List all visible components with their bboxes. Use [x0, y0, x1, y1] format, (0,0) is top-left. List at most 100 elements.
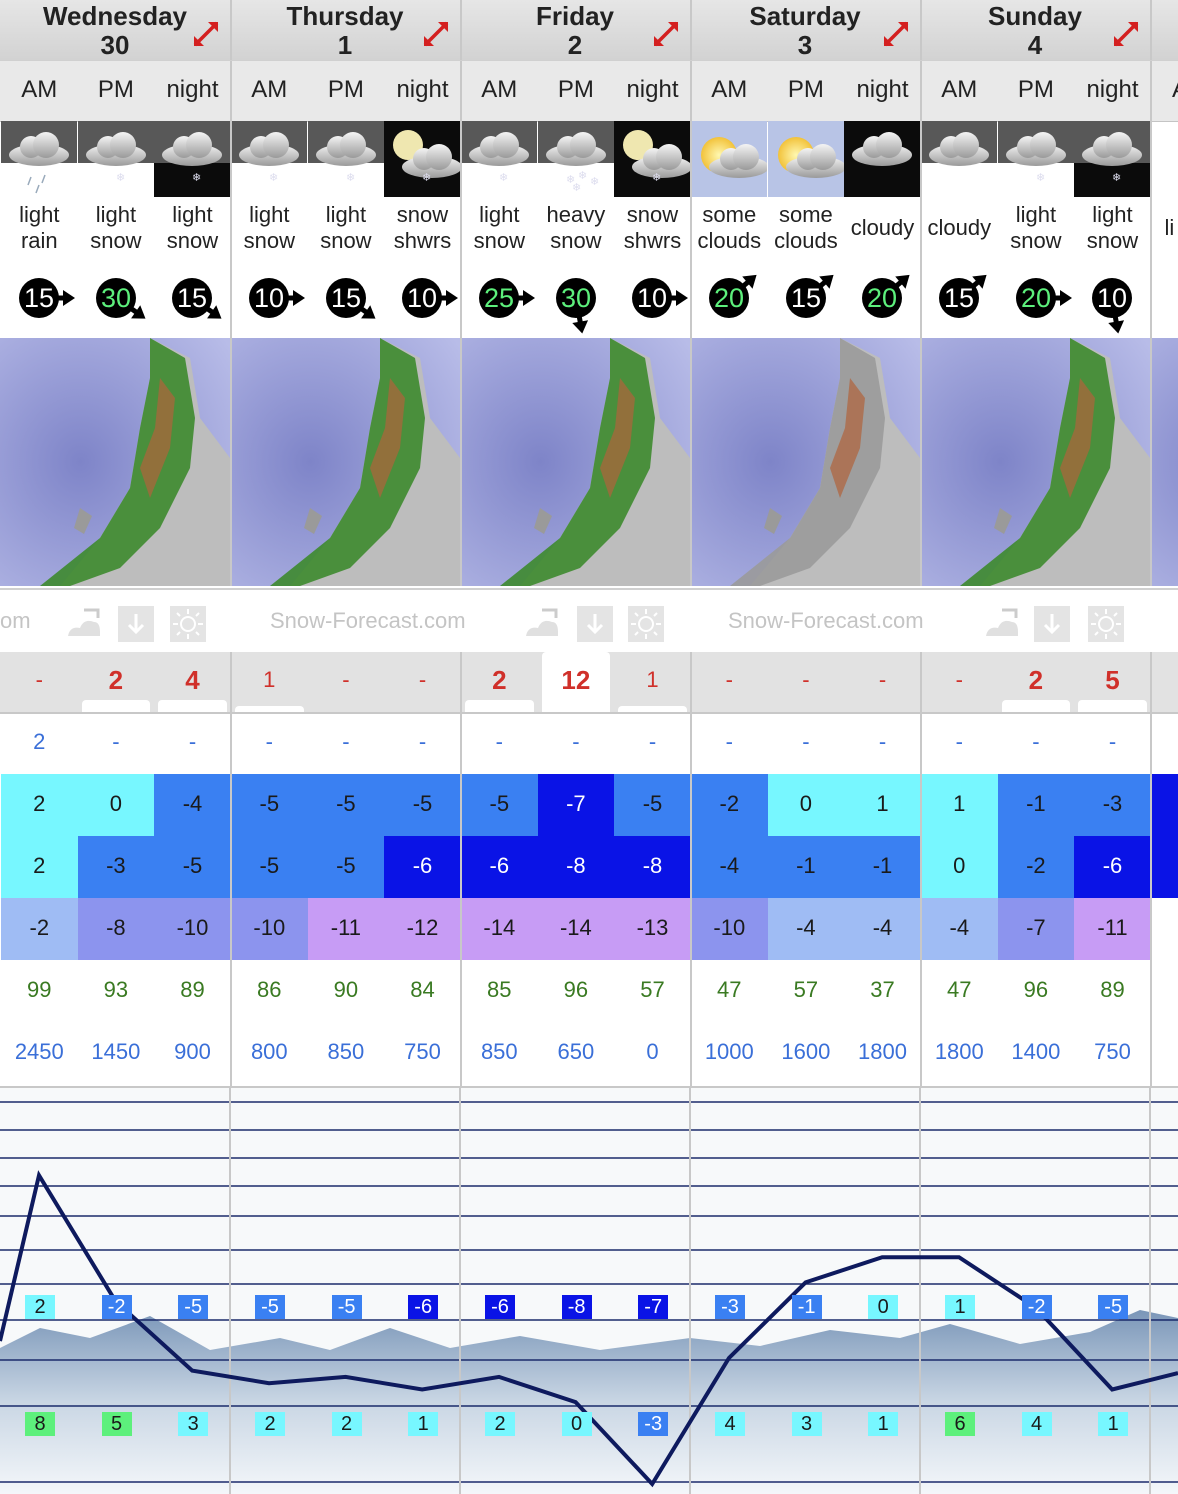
- tmin-cell: 0: [921, 836, 998, 898]
- summary-word: some: [778, 202, 833, 227]
- expand-arrows-icon[interactable]: [1110, 18, 1142, 50]
- wind-chill-row: -2 -8 -10 -10 -11 -12 -14 -14 -13 -10 -4 -4 -4 -7 -11: [0, 898, 1178, 960]
- snow-map-image[interactable]: [0, 338, 230, 586]
- day-divider: [920, 960, 922, 1022]
- summary-word: light: [325, 202, 367, 227]
- wind-speed: 10: [254, 283, 284, 313]
- day-divider: [920, 898, 922, 960]
- snow-map-image[interactable]: [920, 338, 1150, 586]
- sun-toggle-icon[interactable]: [168, 604, 208, 644]
- arrow-toggle-icon[interactable]: [116, 604, 156, 644]
- summary-cell: cloudy: [921, 197, 998, 259]
- day-divider: [690, 836, 692, 898]
- periods-cell: night: [1086, 76, 1139, 103]
- tmin-cell: -5: [154, 836, 231, 898]
- day-header[interactable]: Saturday 3: [690, 0, 920, 60]
- tchill-cell: -7: [997, 898, 1075, 960]
- summary-word: light: [1015, 202, 1057, 227]
- day-date: 1: [337, 30, 353, 60]
- sun-toggle-icon[interactable]: [626, 604, 666, 644]
- day-header-row: Wednesday 30 Thursday 1 Friday 2 Saturday 3 Sund…: [0, 0, 1178, 60]
- chart-low-label: 1: [1098, 1412, 1129, 1436]
- snow-showers-night-icon: ❄: [384, 121, 463, 197]
- snow-map-image[interactable]: [460, 338, 690, 586]
- chart-low-label: 5: [101, 1412, 132, 1436]
- summary-word: some: [702, 202, 757, 227]
- day-header[interactable]: Friday 2: [460, 0, 690, 60]
- day-header[interactable]: Wednesday 30: [0, 0, 230, 60]
- summary-cell: snow shwrs: [614, 197, 691, 259]
- snow-cell: 2: [461, 652, 538, 712]
- tchill-cell: -11: [1074, 898, 1151, 960]
- wind-arrow-icon: 20: [862, 274, 910, 318]
- humid-cell: 57: [793, 977, 819, 1002]
- day-divider: [1150, 121, 1152, 197]
- cloud-toggle-icon[interactable]: [520, 604, 560, 644]
- snow-cell: -: [921, 652, 998, 712]
- day-divider: [920, 652, 922, 712]
- wind-speed: 15: [177, 283, 207, 313]
- snow-map-row: [0, 338, 1178, 586]
- summary-cell: light snow: [998, 197, 1075, 259]
- summary-word: cloudy: [850, 215, 915, 240]
- arrow-toggle-icon[interactable]: [575, 604, 615, 644]
- tmin-cell: -3: [77, 836, 155, 898]
- snow-amount: -: [418, 667, 427, 692]
- day-divider: [230, 898, 232, 960]
- humidity-row: 99 93 89 86 90 84 85 96 57 47 57 37 47 96 89: [0, 960, 1178, 1022]
- chart-temp-label: -5: [331, 1295, 362, 1319]
- tmax-cell: -7: [537, 774, 615, 836]
- summary-cell: cloudy: [844, 197, 921, 259]
- day-divider: [460, 652, 462, 712]
- cloud-toggle-icon[interactable]: [980, 604, 1020, 644]
- expand-arrows-icon[interactable]: [420, 18, 452, 50]
- summary-word: shwrs: [623, 228, 682, 253]
- chart-low-label: 3: [791, 1412, 822, 1436]
- snow-map-image[interactable]: [1150, 338, 1178, 586]
- summary-cell: light snow: [461, 197, 538, 259]
- chart-low-label: 2: [255, 1412, 285, 1436]
- tmax-cell: -5: [384, 774, 461, 836]
- tchill-cell: -4: [844, 898, 921, 960]
- brand-watermark: Snow-Forecast.com: [728, 608, 924, 633]
- snow-amount: 1: [646, 667, 659, 692]
- day-divider: [690, 121, 692, 197]
- periods-cell: PM: [787, 76, 824, 103]
- day-header[interactable]: Sunday 4: [920, 0, 1150, 60]
- day-header[interactable]: Thursday 1: [230, 0, 460, 60]
- periods-cell: AM: [251, 76, 288, 103]
- day-divider: [1150, 338, 1152, 586]
- snow-map-image[interactable]: [690, 338, 920, 586]
- cloud-toggle-icon[interactable]: [62, 604, 102, 644]
- rain-cell: -: [418, 729, 427, 754]
- wind-speed: 10: [637, 283, 667, 313]
- expand-arrows-icon[interactable]: [190, 18, 222, 50]
- expand-arrows-icon[interactable]: [880, 18, 912, 50]
- snow-map-image[interactable]: [230, 338, 460, 586]
- periods-cell: AM: [21, 76, 58, 103]
- arrow-toggle-icon[interactable]: [1032, 604, 1072, 644]
- snow-cell: -: [1, 652, 78, 712]
- sun-toggle-icon[interactable]: [1086, 604, 1126, 644]
- snow-cell: -: [308, 652, 385, 712]
- tmax-cell: -5: [614, 774, 691, 836]
- tmax-cell: -5: [231, 774, 308, 836]
- svg-text:❄: ❄: [572, 181, 581, 194]
- light-snow-icon: ❄: [461, 121, 538, 197]
- expand-arrows-icon[interactable]: [650, 18, 682, 50]
- summary-text: light snow: [90, 202, 141, 254]
- summary-word: light: [172, 202, 213, 227]
- periods-cell: night: [396, 76, 449, 103]
- wind-row: 15 30 15 10 15 10 25 30 10 20 15 20 15 20 10: [0, 259, 1178, 339]
- day-divider: [230, 197, 232, 259]
- day-divider: [460, 1022, 462, 1086]
- chart-low-label: 4: [1021, 1412, 1052, 1436]
- snow-amount: 12: [561, 665, 591, 695]
- freeze-cell: 750: [404, 1039, 441, 1064]
- tchill-cell: -4: [921, 898, 998, 960]
- freeze-cell: 1400: [1011, 1039, 1061, 1064]
- summary-text: heavy snow: [547, 202, 606, 254]
- day-divider: [920, 338, 922, 586]
- snow-cell: 2: [998, 652, 1075, 712]
- snow-cell: 1: [614, 652, 691, 712]
